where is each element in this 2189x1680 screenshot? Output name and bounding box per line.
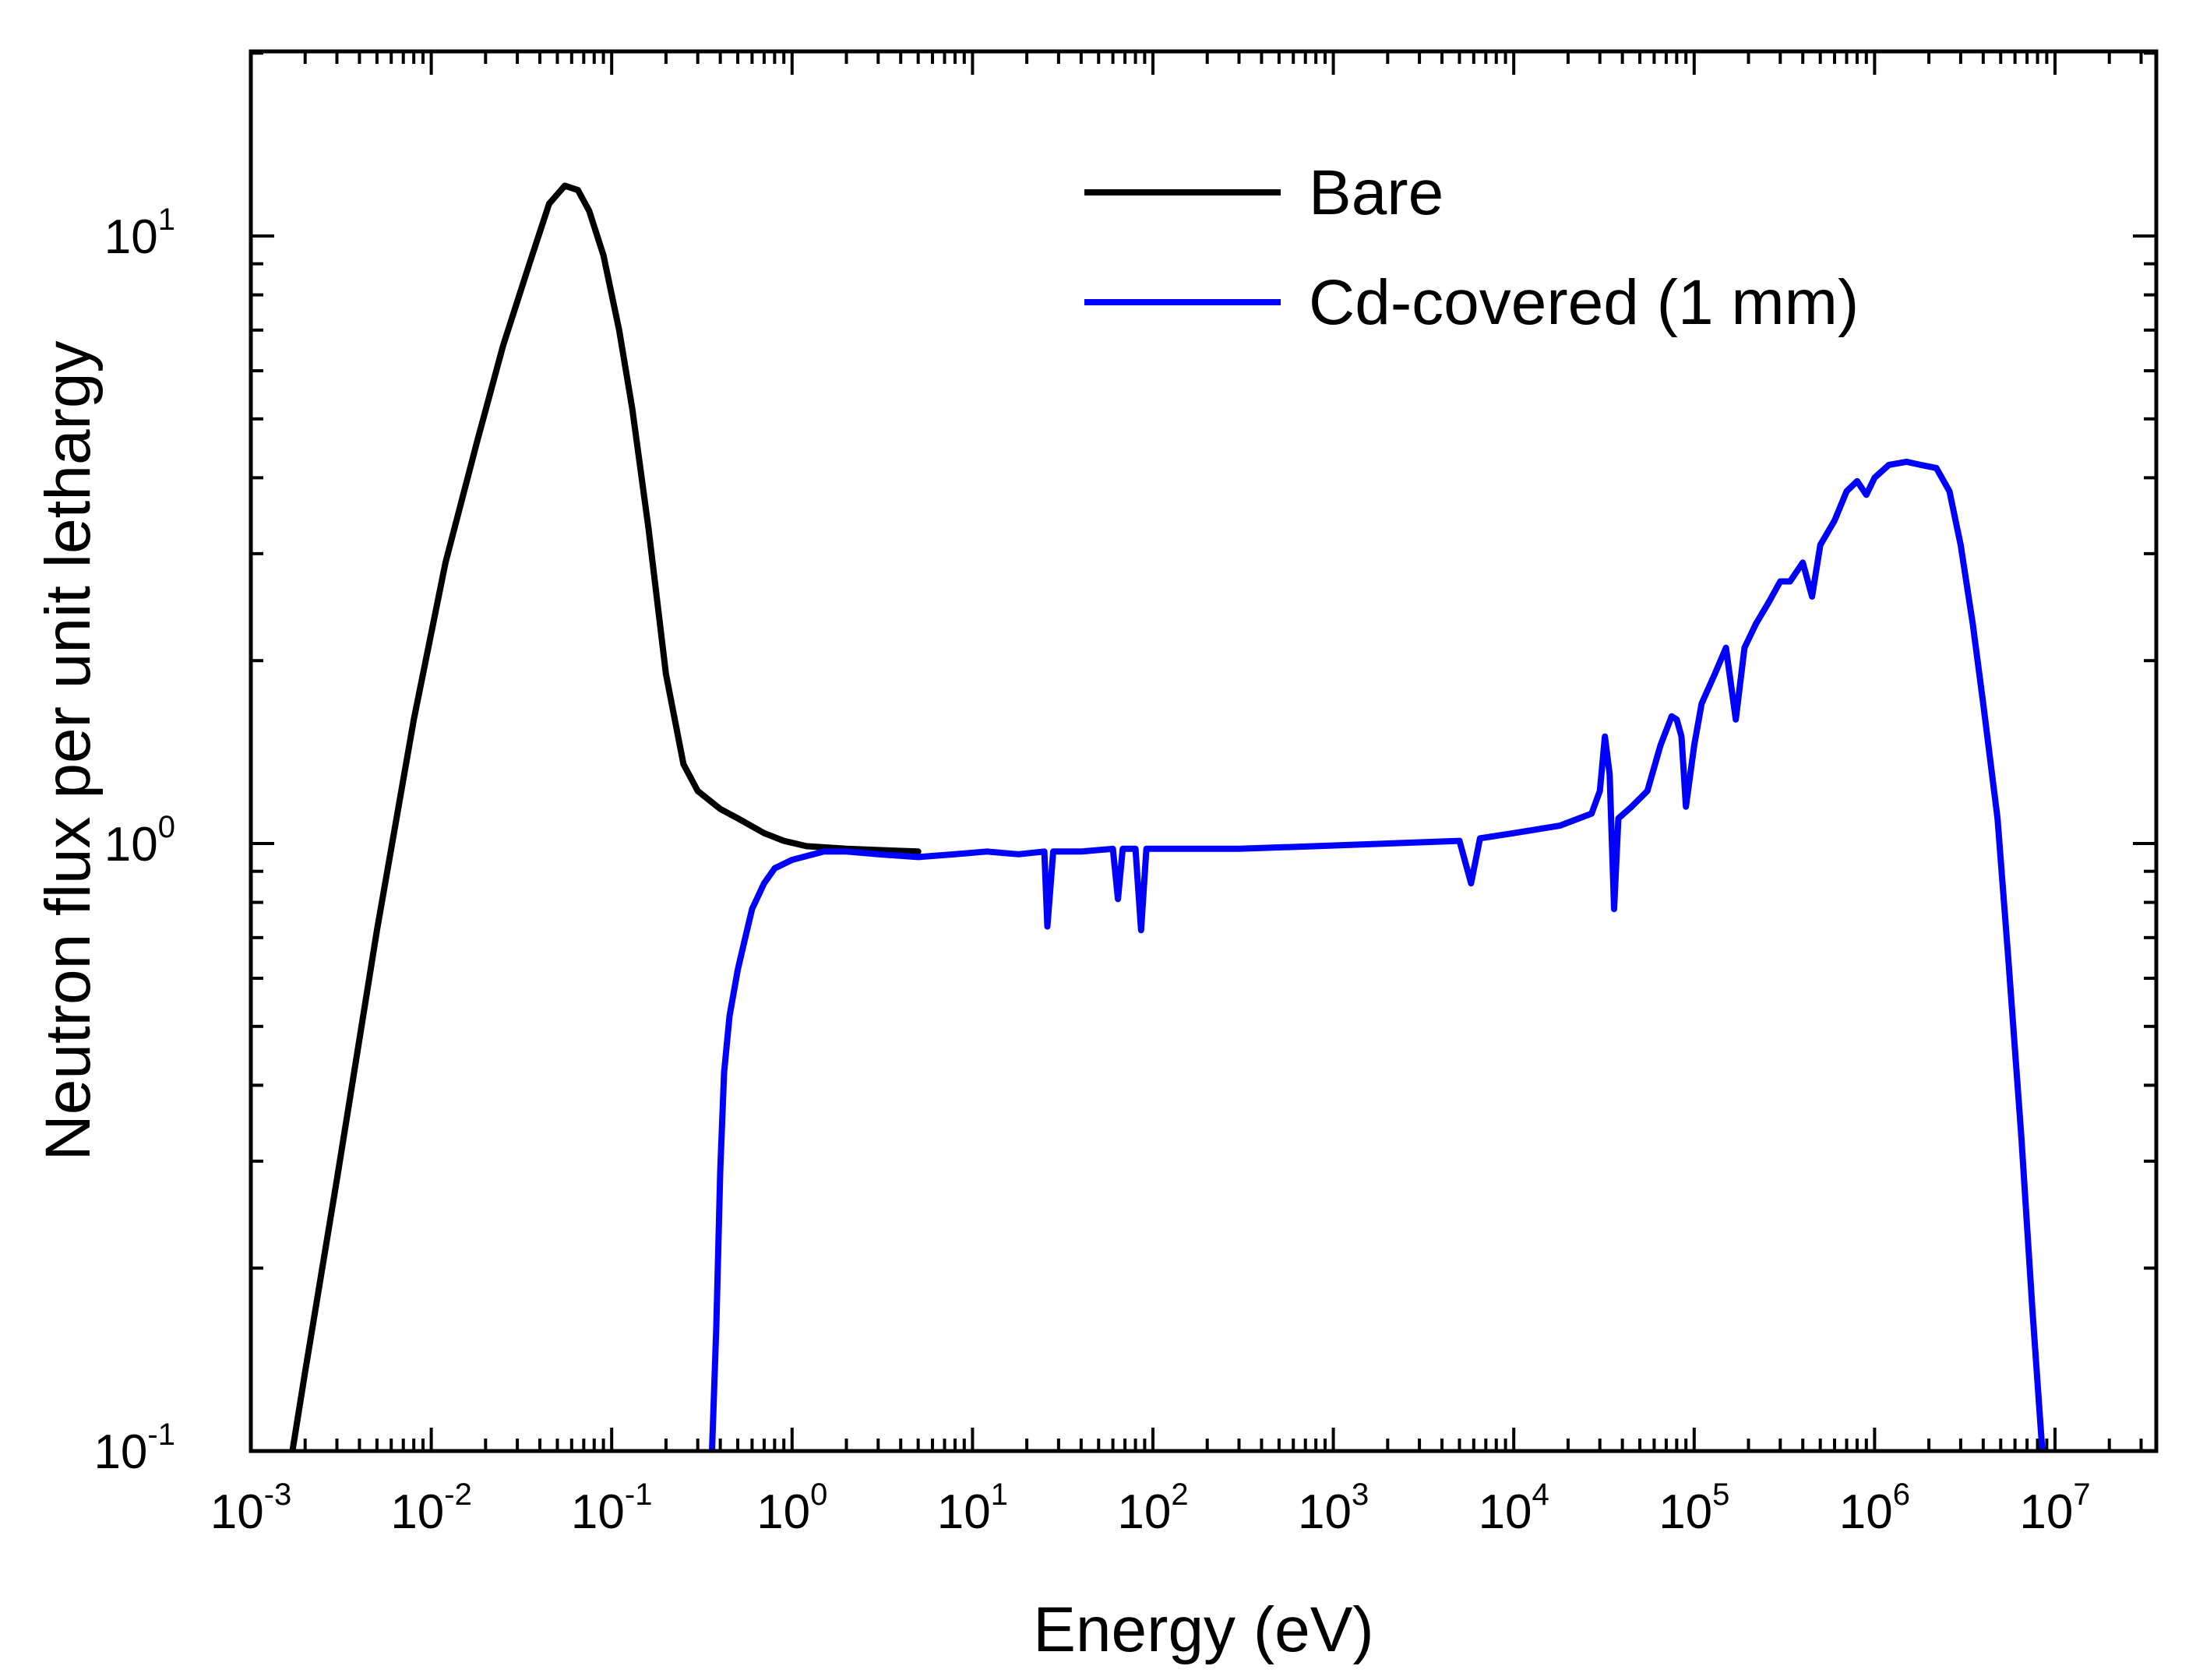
y-tick-label: 10-1 bbox=[93, 1418, 175, 1479]
series-line-bare bbox=[289, 182, 922, 1451]
x-tick-label: 101 bbox=[937, 1477, 1008, 1539]
y-tick-label: 100 bbox=[104, 810, 175, 872]
x-tick-label: 104 bbox=[1479, 1477, 1549, 1539]
x-tick-label: 103 bbox=[1298, 1477, 1369, 1539]
plot-frame bbox=[249, 49, 2159, 1453]
x-tick-label: 107 bbox=[2019, 1477, 2090, 1539]
x-tick-label: 10-1 bbox=[571, 1477, 653, 1539]
legend-label: Bare bbox=[1309, 157, 1443, 228]
x-tick-label: 100 bbox=[756, 1477, 827, 1539]
x-tick-label: 102 bbox=[1117, 1477, 1188, 1539]
y-tick-label: 101 bbox=[104, 203, 175, 264]
axis-ticks bbox=[249, 51, 2156, 1453]
x-axis-title: Energy (eV) bbox=[1033, 1594, 1374, 1665]
y-tick-labels: 10-1 100 101 bbox=[93, 203, 175, 1479]
x-tick-label: 10-2 bbox=[390, 1477, 472, 1539]
x-tick-labels: 10-3 10-2 10-1 100 101 102 103 104 105 106 107 bbox=[210, 1477, 2091, 1539]
x-tick-label: 106 bbox=[1839, 1477, 1910, 1539]
plot-area bbox=[289, 182, 2046, 1451]
x-tick-label: 105 bbox=[1658, 1477, 1729, 1539]
series-line-cd-covered bbox=[708, 458, 2046, 1451]
y-axis-title: Neutron flux per unit lethargy bbox=[33, 341, 104, 1161]
legend: Bare Cd-covered (1 mm) bbox=[1084, 157, 1859, 338]
legend-label: Cd-covered (1 mm) bbox=[1309, 267, 1859, 338]
x-tick-label: 10-3 bbox=[210, 1477, 292, 1539]
